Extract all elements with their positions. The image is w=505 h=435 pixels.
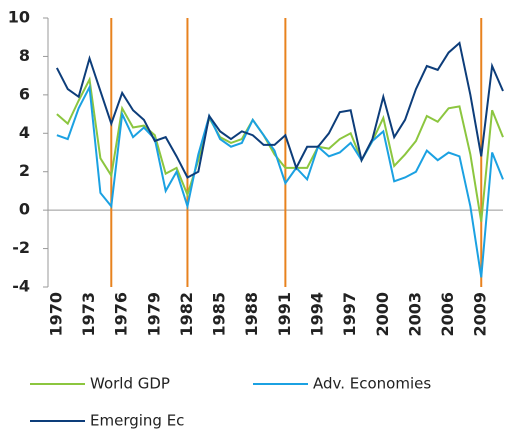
y-tick-label: 6 — [19, 84, 30, 103]
x-tick-label: 2009 — [471, 292, 490, 337]
y-tick-label: 8 — [19, 46, 30, 65]
x-tick-label: 1988 — [242, 292, 261, 337]
y-tick-label: -4 — [12, 277, 30, 296]
x-tick-label: 2000 — [373, 292, 392, 337]
x-tick-label: 1982 — [177, 292, 196, 337]
y-tick-label: 2 — [19, 161, 30, 180]
y-tick-label: -2 — [12, 238, 30, 257]
y-tick-label: 4 — [19, 123, 30, 142]
x-tick-label: 1997 — [340, 292, 359, 337]
x-tick-label: 1979 — [144, 292, 163, 337]
x-tick-label: 1994 — [308, 292, 327, 337]
series-line — [56, 76, 504, 222]
x-tick-label: 2003 — [405, 292, 424, 337]
series-line — [56, 83, 504, 278]
x-tick-label: 2006 — [438, 292, 457, 337]
x-tick-label: 1970 — [46, 292, 65, 337]
x-tick-label: 1973 — [79, 292, 98, 337]
x-tick-label: 1991 — [275, 292, 294, 337]
legend-label: Adv. Economies — [313, 375, 431, 393]
x-tick-label: 1985 — [210, 292, 229, 337]
legend-label: Emerging Ec — [90, 412, 184, 430]
y-tick-label: 0 — [19, 200, 30, 219]
series-line — [55, 41, 504, 179]
x-tick-label: 1976 — [112, 292, 131, 337]
y-tick-label: 10 — [8, 8, 30, 27]
legend-label: World GDP — [90, 375, 170, 393]
